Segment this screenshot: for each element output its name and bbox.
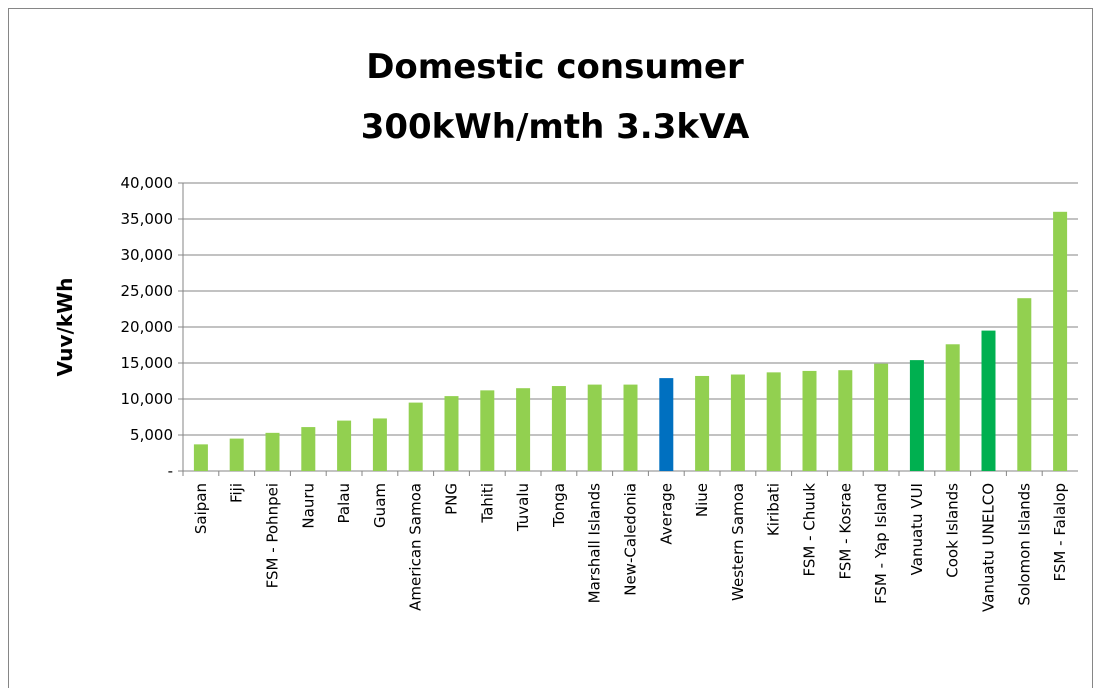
x-tick-label: Average bbox=[657, 483, 675, 545]
chart-frame bbox=[8, 8, 1093, 692]
bar bbox=[265, 432, 280, 471]
bar bbox=[480, 390, 495, 471]
y-axis-label: Vuv/kWh bbox=[53, 278, 77, 377]
y-tick-label: 30,000 bbox=[121, 246, 174, 264]
x-tick-label: New-Caledonia bbox=[622, 483, 640, 596]
y-tick-label: - bbox=[168, 462, 173, 480]
x-tick-label: Palau bbox=[335, 483, 353, 523]
x-tick-label: FSM - Pohnpei bbox=[264, 483, 282, 588]
bar bbox=[981, 330, 996, 471]
bar bbox=[838, 370, 853, 471]
bar bbox=[1053, 211, 1068, 472]
x-tick-label: Kiribati bbox=[765, 483, 783, 536]
x-tick-label: FSM - Yap Island bbox=[872, 483, 890, 604]
x-tick-label: FSM - Kosrae bbox=[836, 483, 854, 579]
chart-title: Domestic consumer bbox=[366, 47, 744, 87]
y-tick-label: 40,000 bbox=[121, 174, 174, 192]
x-tick-label: Fiji bbox=[228, 483, 246, 503]
x-tick-label: Vanuatu UNELCO bbox=[980, 483, 998, 612]
x-tick-label: Cook Islands bbox=[944, 483, 962, 578]
bar bbox=[766, 372, 781, 471]
x-tick-label: FSM - Falalop bbox=[1051, 483, 1069, 581]
bar bbox=[408, 402, 423, 471]
x-tick-label: Western Samoa bbox=[729, 483, 747, 601]
x-tick-label: Marshall Islands bbox=[586, 483, 604, 604]
bar bbox=[874, 363, 889, 471]
x-tick-label: American Samoa bbox=[407, 483, 425, 611]
chart-title: 300kWh/mth 3.3kVA bbox=[361, 107, 750, 147]
x-tick-label: FSM - Chuuk bbox=[801, 483, 819, 577]
y-tick-label: 20,000 bbox=[121, 318, 174, 336]
bar bbox=[372, 418, 387, 471]
bar bbox=[945, 344, 960, 471]
bar bbox=[444, 396, 459, 471]
x-tick-label: PNG bbox=[443, 483, 461, 515]
x-tick-label: Nauru bbox=[299, 483, 317, 529]
bar bbox=[730, 374, 745, 471]
x-tick-label: Tahiti bbox=[478, 483, 496, 524]
bar bbox=[659, 378, 674, 471]
x-tick-label: Guam bbox=[371, 483, 389, 528]
x-tick-label: Solomon Islands bbox=[1015, 483, 1033, 606]
x-tick-label: Saipan bbox=[192, 483, 210, 534]
bar bbox=[623, 384, 638, 471]
bar bbox=[516, 388, 531, 471]
bar bbox=[193, 444, 208, 471]
x-tick-label: Vanuatu VUI bbox=[908, 483, 926, 575]
y-tick-label: 25,000 bbox=[121, 282, 174, 300]
y-tick-label: 15,000 bbox=[121, 354, 174, 372]
x-tick-label: Niue bbox=[693, 483, 711, 517]
y-tick-label: 35,000 bbox=[121, 210, 174, 228]
bar bbox=[695, 375, 710, 471]
bar bbox=[802, 370, 817, 471]
bar bbox=[229, 438, 244, 471]
bar bbox=[587, 384, 602, 471]
x-tick-label: Tonga bbox=[550, 483, 568, 528]
bar bbox=[551, 386, 566, 471]
x-tick-label: Tuvalu bbox=[514, 483, 532, 532]
y-tick-label: 10,000 bbox=[121, 390, 174, 408]
bar bbox=[909, 360, 924, 471]
bar bbox=[337, 420, 352, 471]
bar bbox=[1017, 298, 1032, 471]
y-tick-label: 5,000 bbox=[130, 426, 173, 444]
bar bbox=[301, 427, 316, 471]
